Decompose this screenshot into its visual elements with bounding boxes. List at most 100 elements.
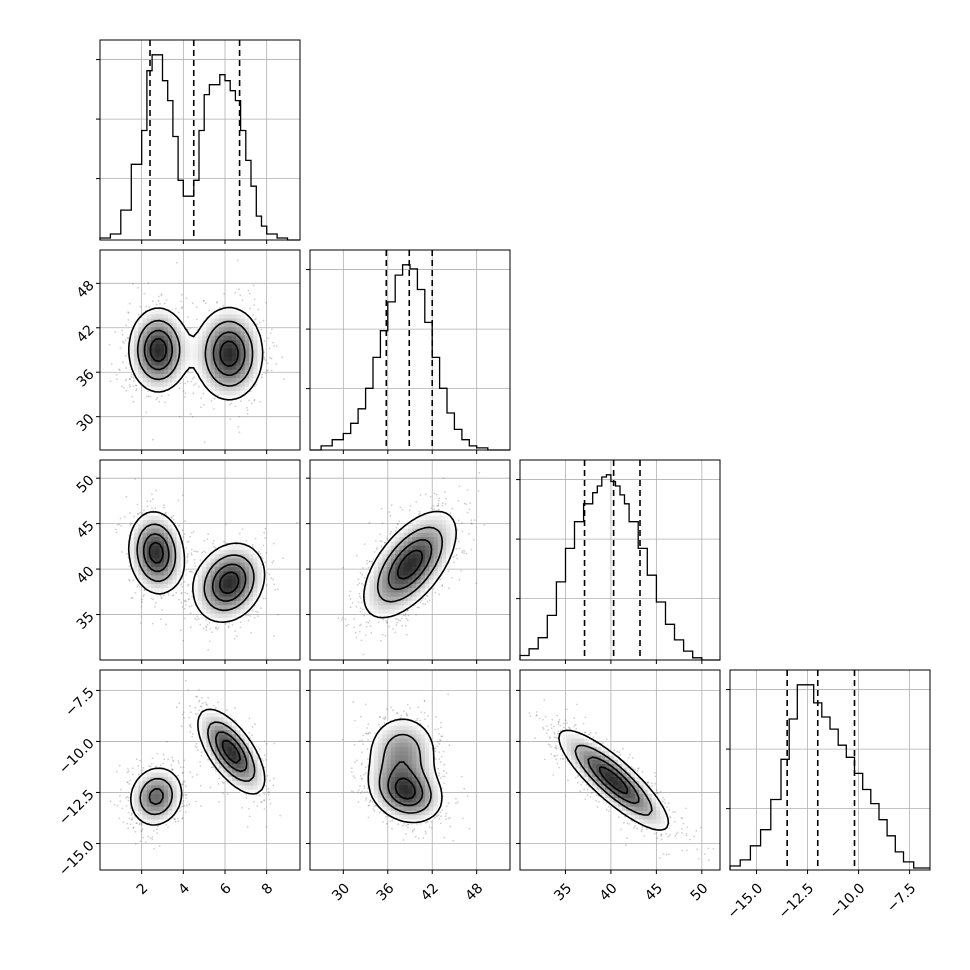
density-cell [257, 557, 263, 563]
density-cell [155, 574, 161, 580]
sample-point [178, 702, 181, 705]
density-cell [155, 566, 161, 572]
sample-point [253, 398, 256, 401]
density-cell [172, 536, 178, 542]
density-cell [142, 313, 148, 319]
sample-point [150, 597, 153, 600]
density-cell [172, 570, 178, 576]
sample-point [179, 629, 182, 632]
density-cell [163, 313, 169, 319]
sample-point [182, 390, 185, 392]
density-cell [197, 339, 203, 345]
density-cell [223, 373, 229, 379]
density-cell [172, 343, 178, 349]
density-cell [168, 330, 173, 336]
density-cell [231, 557, 237, 563]
density-cell [253, 566, 258, 572]
density-cell [163, 570, 169, 576]
density-cell [206, 347, 212, 353]
density-cell [206, 566, 212, 572]
density-cell [202, 377, 207, 383]
density-cell [155, 356, 161, 362]
sample-point [171, 769, 174, 772]
sample-point [272, 560, 275, 562]
sample-point [184, 785, 187, 788]
density-cell [253, 343, 258, 349]
density-cell [253, 335, 258, 340]
sample-point [256, 805, 259, 807]
sample-point [132, 773, 134, 776]
density-cell [189, 352, 195, 357]
density-cell [155, 369, 161, 374]
sample-point [132, 282, 134, 285]
sample-point [205, 629, 208, 632]
density-cell [172, 579, 178, 584]
sample-point [131, 395, 134, 398]
sample-point [137, 313, 140, 316]
joint-p0-p2-contour-4 [148, 541, 240, 595]
density-cell [227, 369, 233, 374]
sample-point [189, 723, 192, 726]
density-cell [244, 549, 250, 555]
density-cell [240, 381, 246, 387]
density-cell [231, 318, 237, 323]
sample-point [223, 540, 225, 543]
sample-point [180, 307, 183, 310]
sample-point [182, 536, 185, 538]
density-cell [253, 574, 258, 580]
sample-point [230, 402, 233, 405]
density-cell [151, 369, 156, 374]
sample-point [184, 392, 187, 395]
sample-point [195, 742, 198, 745]
density-cell [236, 587, 241, 593]
sample-point [134, 591, 137, 594]
density-cell [214, 322, 220, 328]
sample-point [261, 376, 263, 379]
density-cell [223, 570, 229, 576]
density-cell [142, 579, 148, 584]
sample-point [182, 781, 185, 784]
sample-point [248, 808, 250, 810]
density-cell [227, 360, 233, 366]
sample-point [203, 539, 206, 542]
sample-point [247, 289, 250, 292]
density-cell [202, 347, 207, 353]
sample-point [147, 390, 150, 393]
density-cell [257, 587, 263, 593]
sample-point [240, 400, 242, 403]
density-cell [159, 339, 165, 345]
sample-point [151, 838, 154, 841]
sample-point [190, 532, 193, 534]
sample-point [182, 713, 184, 716]
sample-point [264, 597, 267, 600]
density-cell [227, 587, 233, 593]
density-cell [231, 313, 237, 319]
sample-point [191, 733, 194, 735]
sample-point [160, 596, 163, 599]
density-cell [138, 322, 144, 328]
density-cell [138, 545, 144, 550]
sample-point [186, 380, 189, 383]
sample-point [279, 814, 281, 817]
density-cell [231, 591, 237, 597]
density-cell [142, 515, 148, 521]
density-cell [163, 335, 169, 340]
density-cell [253, 579, 258, 584]
density-cell [223, 591, 229, 597]
density-cell [172, 377, 178, 383]
density-cell [197, 574, 203, 580]
density-cell [223, 587, 229, 593]
density-cell [236, 604, 241, 610]
density-cell [168, 583, 173, 589]
density-cell [244, 343, 250, 349]
density-cell [206, 604, 212, 610]
density-cell [163, 553, 169, 559]
density-cell [240, 604, 246, 610]
sample-point [155, 765, 158, 768]
density-cell [172, 540, 178, 546]
sample-point [161, 609, 164, 611]
density-cell [129, 360, 135, 366]
sample-point [160, 395, 163, 397]
density-cell [168, 549, 173, 555]
sample-point [133, 515, 135, 518]
